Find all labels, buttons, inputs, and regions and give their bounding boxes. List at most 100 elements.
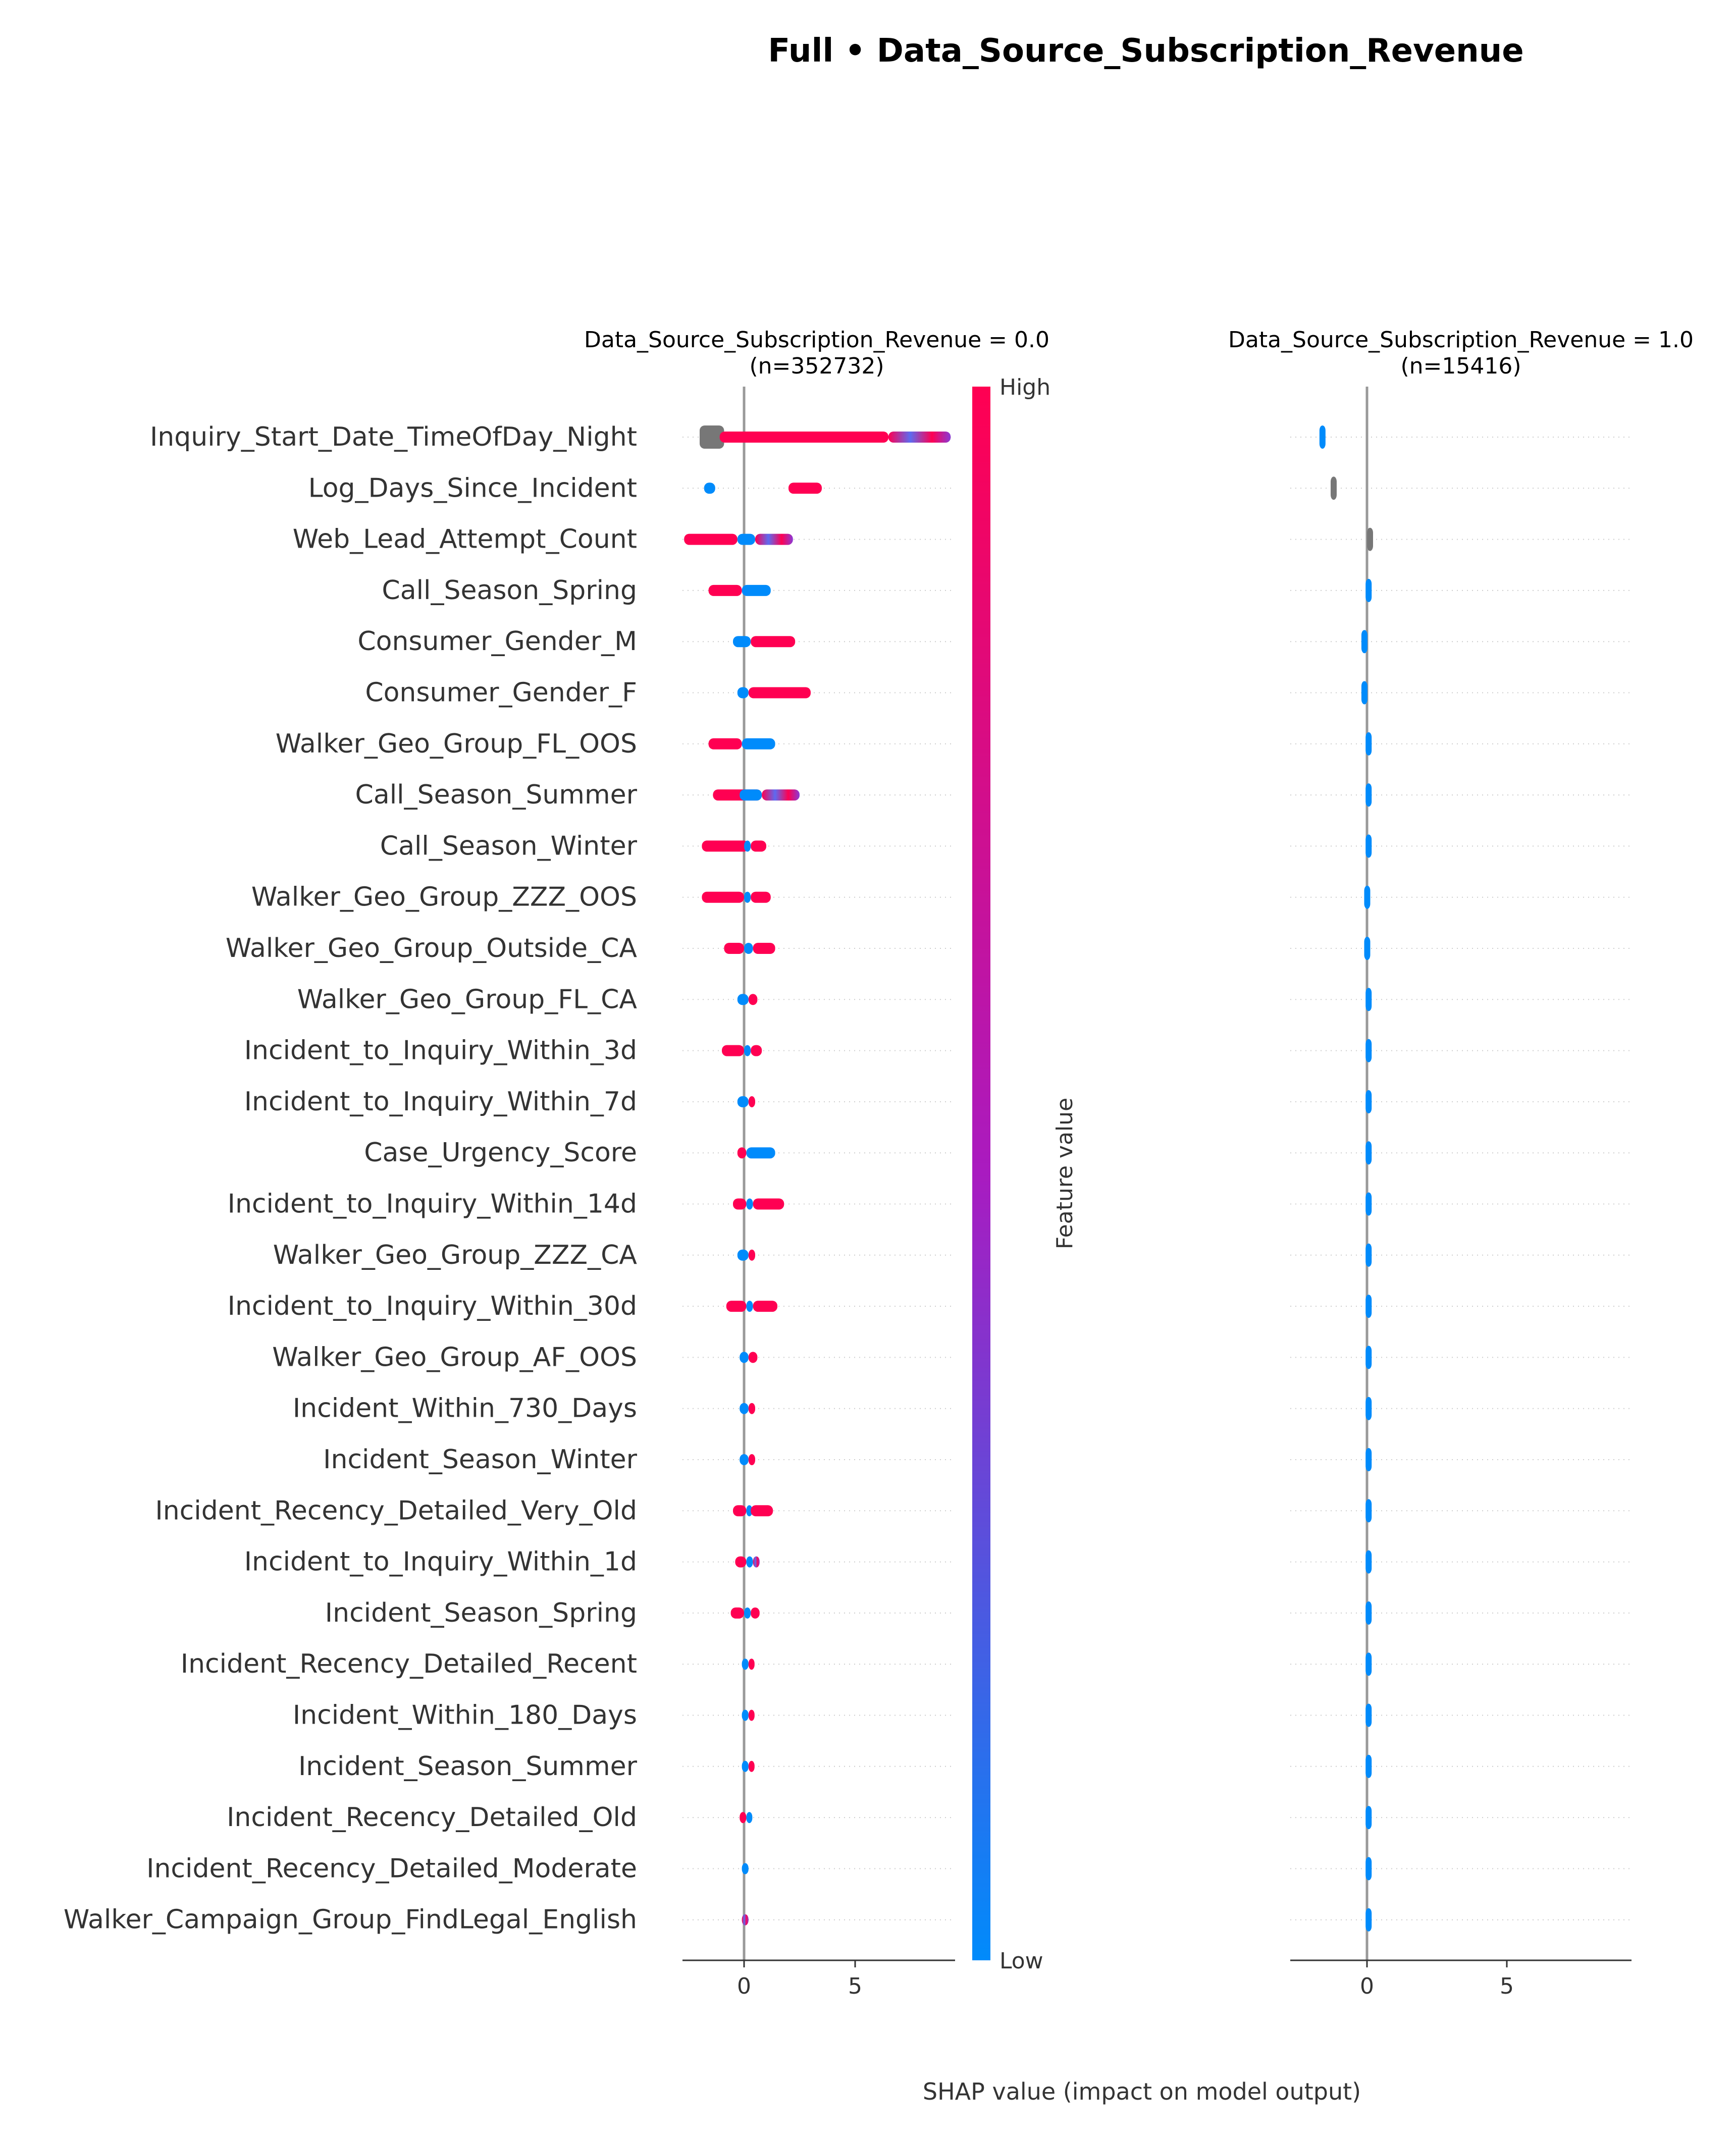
shap-point-band	[742, 738, 775, 750]
shap-point-band	[708, 738, 742, 750]
panel-title: Data_Source_Subscription_Revenue = 0.0	[584, 327, 1049, 353]
shap-point-band	[753, 1301, 777, 1312]
shap-point-band	[1365, 732, 1372, 756]
feature-label: Incident_Recency_Detailed_Very_Old	[155, 1495, 637, 1526]
shap-point-band	[733, 1198, 747, 1210]
shap-point-band	[740, 1454, 749, 1465]
shap-point-band	[726, 1301, 747, 1312]
shap-point-band	[1361, 681, 1367, 705]
shap-point-band	[1365, 1448, 1372, 1471]
feature-label: Incident_to_Inquiry_Within_14d	[228, 1189, 637, 1219]
feature-label: Log_Days_Since_Incident	[308, 473, 637, 503]
shap-point-band	[746, 1147, 775, 1159]
shap-point-band	[1365, 1243, 1372, 1267]
feature-label: Web_Lead_Attempt_Count	[293, 524, 637, 555]
feature-label: Incident_Recency_Detailed_Recent	[181, 1649, 637, 1679]
shap-point-band	[1365, 1090, 1372, 1113]
shap-point-band	[748, 1709, 755, 1721]
shap-point-band	[1365, 578, 1372, 602]
shap-point-band	[700, 425, 724, 449]
shap-point-band	[748, 1249, 755, 1261]
panel-title: Data_Source_Subscription_Revenue = 1.0	[1228, 327, 1694, 353]
shap-point-band	[751, 891, 771, 903]
shap-point-band	[751, 1505, 773, 1517]
shap-point-band	[737, 994, 749, 1005]
shap-point-band	[1365, 1601, 1372, 1625]
shap-point-band	[1364, 885, 1371, 909]
panel-subtitle: (n=15416)	[1400, 353, 1521, 379]
panel-subtitle: (n=352732)	[749, 353, 884, 379]
shap-point-band	[1365, 1295, 1372, 1318]
shap-point-band	[748, 1403, 755, 1414]
shap-point-band	[755, 533, 793, 545]
shap-point-band	[1367, 527, 1373, 551]
shap-point-band	[748, 1760, 755, 1772]
shap-point-band	[1365, 1908, 1372, 1932]
shap-point-band	[740, 1352, 749, 1363]
shap-point-band	[1365, 1857, 1372, 1881]
shap-point-band	[742, 1659, 749, 1670]
shap-point-band	[1365, 1754, 1372, 1778]
shap-point-band	[1365, 1499, 1372, 1523]
shap-point-band	[735, 1556, 747, 1568]
feature-label: Incident_Recency_Detailed_Moderate	[146, 1853, 637, 1884]
shap-point-band	[744, 943, 753, 954]
shap-point-band	[737, 1147, 747, 1159]
shap-point-band	[702, 840, 749, 852]
shap-point-band	[746, 1301, 753, 1312]
feature-label: Incident_Season_Summer	[298, 1751, 638, 1782]
feature-label: Walker_Geo_Group_ZZZ_OOS	[251, 882, 637, 913]
feature-label: Incident_Season_Spring	[325, 1598, 637, 1628]
shap-point-band	[740, 789, 762, 801]
shap-point-band	[788, 483, 822, 494]
shap-point-band	[746, 1556, 753, 1568]
shap-point-band	[1365, 1192, 1372, 1216]
shap-point-band	[737, 533, 755, 545]
feature-label: Walker_Geo_Group_ZZZ_CA	[273, 1240, 638, 1270]
shap-point-band	[748, 994, 758, 1005]
figure-title: Full • Data_Source_Subscription_Revenue	[768, 32, 1523, 70]
shap-point-band	[748, 1096, 755, 1107]
shap-point-band	[1365, 1806, 1372, 1830]
shap-point-band	[1365, 783, 1372, 807]
shap-point-band	[744, 1607, 751, 1619]
shap-point-band	[737, 687, 749, 699]
feature-label: Walker_Geo_Group_FL_OOS	[276, 729, 637, 759]
feature-label: Case_Urgency_Score	[364, 1138, 637, 1168]
shap-point-band	[742, 584, 771, 596]
shap-point-band	[746, 1812, 753, 1824]
shap-point-band	[704, 483, 715, 494]
shap-point-band	[1365, 1550, 1372, 1574]
feature-label: Incident_to_Inquiry_Within_3d	[244, 1036, 637, 1066]
shap-point-band	[744, 891, 751, 903]
shap-point-band	[742, 1863, 749, 1875]
feature-label: Consumer_Gender_M	[357, 626, 637, 657]
shap-point-band	[740, 1403, 749, 1414]
shap-point-band	[1365, 834, 1372, 858]
feature-label: Incident_to_Inquiry_Within_7d	[244, 1087, 637, 1117]
feature-label: Walker_Geo_Group_Outside_CA	[226, 933, 638, 964]
feature-label: Call_Season_Summer	[355, 780, 638, 810]
shap-point-band	[724, 943, 744, 954]
shap-point-band	[702, 891, 744, 903]
x-tick-label: 5	[1500, 1973, 1514, 1999]
shap-point-band	[733, 1505, 747, 1517]
shap-point-band	[740, 1812, 747, 1824]
x-tick-label: 0	[737, 1973, 751, 1999]
shap-point-band	[1365, 988, 1372, 1011]
feature-label: Walker_Geo_Group_AF_OOS	[272, 1342, 637, 1372]
feature-label: Incident_Season_Winter	[323, 1445, 637, 1475]
shap-point-band	[708, 584, 742, 596]
feature-label: Incident_Within_180_Days	[293, 1700, 637, 1731]
feature-label: Incident_Recency_Detailed_Old	[227, 1802, 637, 1833]
shap-point-band	[748, 1659, 755, 1670]
feature-label: Walker_Geo_Group_FL_CA	[297, 984, 638, 1014]
shap-point-band	[737, 1096, 749, 1107]
feature-label: Consumer_Gender_F	[365, 678, 637, 708]
feature-label: Incident_Within_730_Days	[293, 1394, 637, 1424]
shap-point-band	[1330, 476, 1337, 500]
shap-point-band	[733, 636, 751, 648]
